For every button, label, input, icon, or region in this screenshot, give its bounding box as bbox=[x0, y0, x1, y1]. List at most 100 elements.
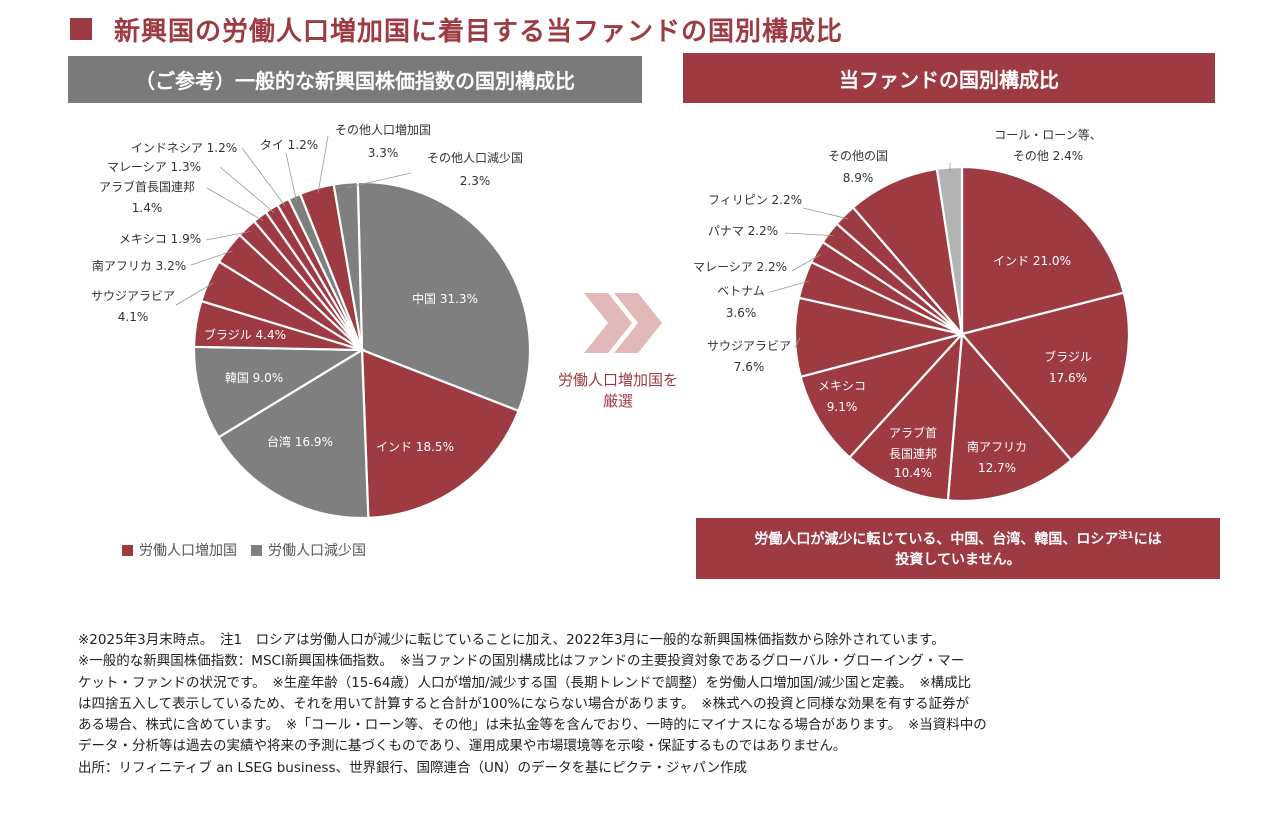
leader-line bbox=[241, 147, 286, 207]
note-line1-end: には bbox=[1133, 531, 1162, 548]
slice-value: 10.4% bbox=[894, 466, 932, 480]
slice-label: ブラジル 4.4% bbox=[204, 327, 286, 342]
leader-line bbox=[175, 282, 214, 306]
slice-value: 3.6% bbox=[726, 306, 757, 320]
slice-value: 9.1% bbox=[827, 400, 858, 414]
slice-label: その他の国 bbox=[828, 149, 888, 163]
pie-slice bbox=[935, 165, 964, 335]
footnotes: ※2025年3月末時点。 注1 ロシアは労働人口が減少に転じていることに加え、2… bbox=[78, 630, 1218, 779]
slice-label: アラブ首 bbox=[889, 425, 937, 440]
slice-label: タイ 1.2% bbox=[260, 138, 318, 152]
slice-label: メキシコ 1.9% bbox=[119, 232, 201, 246]
right-pie-chart: インド 21.0% ブラジル 17.6% 南アフリカ 12.7% アラブ首長国連邦 10.4… bbox=[693, 128, 1131, 503]
leader-line bbox=[285, 152, 297, 201]
slice-label: ベトナム bbox=[717, 284, 765, 298]
slice-value: その他 2.4% bbox=[1013, 149, 1083, 163]
chevron-arrow-icon bbox=[614, 293, 662, 353]
slice-label: 南アフリカ 3.2% bbox=[92, 258, 186, 273]
leader-line bbox=[346, 172, 412, 189]
chart-legend: 労働人口増加国 労働人口減少国 bbox=[122, 540, 380, 560]
leader-line bbox=[784, 232, 834, 236]
leader-line bbox=[802, 207, 849, 220]
note-line2: 投資していません。 bbox=[895, 552, 1021, 569]
leader-line bbox=[219, 166, 275, 214]
arrow-caption-line1: 労働人口増加国を bbox=[557, 371, 678, 389]
leader-line bbox=[190, 250, 233, 266]
slice-label: 台湾 16.9% bbox=[267, 434, 333, 449]
note-line1: 労働人口が減少に転じている、中国、台湾、韓国、ロシア注1には bbox=[754, 526, 1161, 551]
leader-line bbox=[205, 231, 251, 241]
footnote-line: ある場合、株式に含めています。 ※「コール・ローン等、その他」は未払金等を含んで… bbox=[78, 717, 987, 734]
arrow-caption-line2: 厳選 bbox=[602, 392, 633, 410]
slice-label: インドネシア 1.2% bbox=[131, 141, 237, 155]
pie-slice bbox=[216, 348, 370, 520]
slice-label: 中国 31.3% bbox=[412, 291, 478, 306]
pie-slice bbox=[332, 180, 364, 351]
footnote-line: ※2025年3月末時点。 注1 ロシアは労働人口が減少に転じていることに加え、2… bbox=[78, 632, 945, 648]
pie-slice bbox=[847, 330, 964, 502]
slice-value: 2.3% bbox=[460, 174, 491, 188]
slice-label: メキシコ bbox=[818, 379, 866, 393]
pie-slice bbox=[799, 331, 966, 459]
exclusion-note-box: 労働人口が減少に転じている、中国、台湾、韓国、ロシア注1には 投資していません。 bbox=[696, 518, 1220, 579]
slice-value: 12.7% bbox=[978, 461, 1016, 475]
leader-line bbox=[769, 280, 809, 293]
legend-label-increase: 労働人口増加国 bbox=[139, 543, 237, 559]
slice-value: 7.6% bbox=[734, 360, 765, 374]
slice-label: マレーシア 1.3% bbox=[107, 160, 201, 174]
pie-slice bbox=[946, 331, 1073, 503]
slice-label: マレーシア 2.2% bbox=[693, 260, 787, 274]
page-title-row: 新興国の労働人口増加国に着目する当ファンドの国別構成比 bbox=[70, 12, 844, 47]
right-chart-heading: 当ファンドの国別構成比 bbox=[683, 53, 1215, 103]
footnote-line: ケット・ファンドの状況です。 ※生産年齢（15-64歳）人口が増加/減少する国（… bbox=[78, 674, 972, 691]
legend-item-increase: 労働人口増加国 bbox=[122, 540, 237, 560]
footnote-line: 出所：リフィニティブ an LSEG business、世界銀行、国際連合（UN… bbox=[78, 759, 748, 776]
arrow-caption: 労働人口増加国を 厳選 bbox=[538, 370, 698, 412]
title-square-marker bbox=[70, 18, 92, 40]
slice-value: 17.6% bbox=[1049, 371, 1087, 385]
footnote-line: は四捨五入して表示しているため、それを用いて計算すると合計が100%にならない場… bbox=[78, 695, 970, 712]
legend-swatch-decrease bbox=[251, 544, 262, 556]
slice-label: 南アフリカ bbox=[967, 439, 1027, 454]
leader-line bbox=[791, 253, 822, 272]
slice-label: サウジアラビア bbox=[91, 289, 175, 303]
pie-slice bbox=[960, 291, 1131, 462]
page-title: 新興国の労働人口増加国に着目する当ファンドの国別構成比 bbox=[114, 16, 844, 47]
slice-value: 3.3% bbox=[368, 146, 399, 160]
chevron-arrow-icon bbox=[584, 293, 632, 353]
slice-label: フィリピン 2.2% bbox=[708, 193, 802, 207]
selection-arrow-icon bbox=[584, 293, 662, 353]
slice-label: アラブ首長国連邦 bbox=[99, 179, 195, 194]
leader-line bbox=[206, 187, 264, 221]
slice-label: サウジアラビア bbox=[707, 339, 791, 353]
slice-label: パナマ 2.2% bbox=[708, 224, 778, 238]
slice-label: インド 18.5% bbox=[376, 440, 454, 454]
pie-slice bbox=[851, 167, 964, 338]
left-pie-chart: 中国 31.3% インド 18.5% 台湾 16.9% 韓国 9.0% ブラジル 4.4… bbox=[91, 123, 532, 520]
pie-slice bbox=[356, 180, 532, 413]
slice-value: 4.1% bbox=[118, 310, 149, 324]
left-chart-heading: （ご参考）一般的な新興国株価指数の国別構成比 bbox=[68, 56, 642, 103]
slice-label: 韓国 9.0% bbox=[225, 371, 283, 385]
pie-slice bbox=[360, 348, 521, 520]
slice-label: 長国連邦 bbox=[889, 447, 937, 461]
slice-label: インド 21.0% bbox=[993, 254, 1071, 268]
footnote-line: データ・分析等は過去の実績や将来の予測に基づくものであり、運用成果や市場環境等を… bbox=[78, 738, 847, 755]
legend-swatch-increase bbox=[122, 544, 133, 556]
legend-item-decrease: 労働人口減少国 bbox=[251, 540, 366, 560]
leader-line bbox=[794, 337, 801, 349]
pie-slice bbox=[192, 345, 366, 439]
note-superscript: 注1 bbox=[1118, 530, 1134, 541]
slice-value: 8.9% bbox=[843, 171, 874, 185]
slice-label: コール・ローン等、 bbox=[994, 128, 1101, 142]
leader-line bbox=[317, 135, 329, 194]
slice-label: ブラジル bbox=[1044, 349, 1092, 364]
slice-value: 1.4% bbox=[132, 201, 163, 215]
note-line1-text: 労働人口が減少に転じている、中国、台湾、韓国、ロシア bbox=[754, 531, 1119, 548]
pie-slice bbox=[960, 165, 1126, 336]
slice-label: その他人口増加国 bbox=[335, 123, 431, 137]
slice-label: その他人口減少国 bbox=[427, 150, 523, 165]
legend-label-decrease: 労働人口減少国 bbox=[268, 543, 366, 559]
footnote-line: ※一般的な新興国株価指数：MSCI新興国株価指数。 ※当ファンドの国別構成比はフ… bbox=[78, 653, 965, 670]
